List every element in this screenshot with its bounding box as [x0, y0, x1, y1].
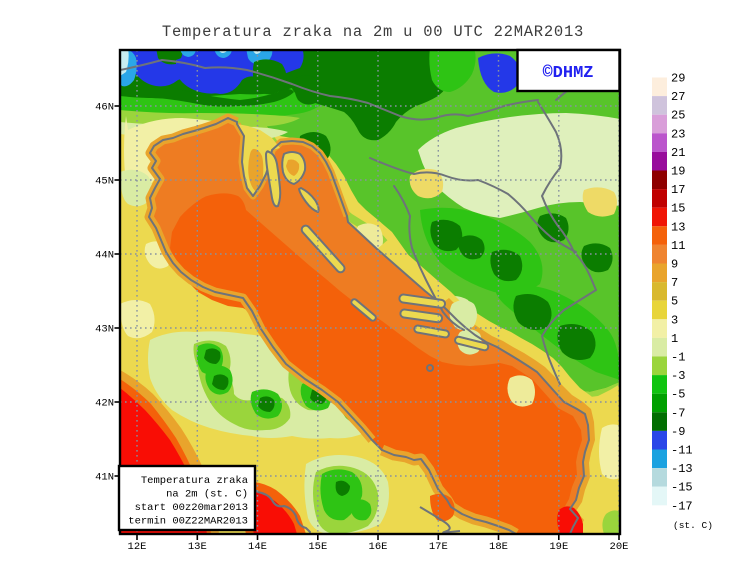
svg-text:1: 1	[671, 332, 678, 346]
svg-text:16E: 16E	[369, 541, 388, 553]
svg-text:9: 9	[671, 258, 678, 272]
svg-text:(st. C): (st. C)	[673, 520, 713, 531]
svg-text:45N: 45N	[95, 176, 114, 188]
svg-text:19E: 19E	[549, 541, 568, 553]
svg-text:17E: 17E	[429, 541, 448, 553]
svg-text:start 00z20mar2013: start 00z20mar2013	[135, 502, 248, 514]
svg-text:13: 13	[671, 220, 685, 234]
svg-text:-11: -11	[671, 444, 693, 458]
svg-text:13E: 13E	[188, 541, 207, 553]
svg-text:41N: 41N	[95, 472, 114, 484]
svg-text:46N: 46N	[95, 102, 114, 114]
svg-text:-17: -17	[671, 499, 693, 513]
svg-text:Temperatura zraka: Temperatura zraka	[141, 475, 248, 487]
svg-text:na 2m (st. C): na 2m (st. C)	[166, 489, 248, 501]
svg-text:19: 19	[671, 165, 685, 179]
svg-text:©DHMZ: ©DHMZ	[542, 64, 593, 83]
svg-text:12E: 12E	[128, 541, 147, 553]
svg-text:17: 17	[671, 183, 685, 197]
svg-text:3: 3	[671, 313, 678, 327]
svg-text:-1: -1	[671, 351, 685, 365]
svg-text:11: 11	[671, 239, 685, 253]
svg-text:18E: 18E	[489, 541, 508, 553]
svg-text:Temperatura zraka na 2m u 00 U: Temperatura zraka na 2m u 00 UTC 22MAR20…	[162, 23, 584, 41]
svg-text:14E: 14E	[248, 541, 267, 553]
svg-text:-5: -5	[671, 388, 685, 402]
svg-text:44N: 44N	[95, 250, 114, 262]
svg-text:20E: 20E	[610, 541, 629, 553]
svg-text:43N: 43N	[95, 324, 114, 336]
svg-text:29: 29	[671, 72, 685, 86]
svg-text:27: 27	[671, 90, 685, 104]
svg-text:termin 00Z22MAR2013: termin 00Z22MAR2013	[128, 516, 248, 528]
svg-text:-9: -9	[671, 425, 685, 439]
svg-text:15: 15	[671, 202, 685, 216]
svg-text:25: 25	[671, 109, 685, 123]
svg-text:-15: -15	[671, 481, 693, 495]
svg-text:15E: 15E	[308, 541, 327, 553]
svg-text:23: 23	[671, 127, 685, 141]
svg-text:-7: -7	[671, 406, 685, 420]
svg-text:5: 5	[671, 295, 678, 309]
svg-text:-3: -3	[671, 369, 685, 383]
svg-text:-13: -13	[671, 462, 693, 476]
svg-text:7: 7	[671, 276, 678, 290]
svg-text:21: 21	[671, 146, 685, 160]
svg-text:42N: 42N	[95, 398, 114, 410]
